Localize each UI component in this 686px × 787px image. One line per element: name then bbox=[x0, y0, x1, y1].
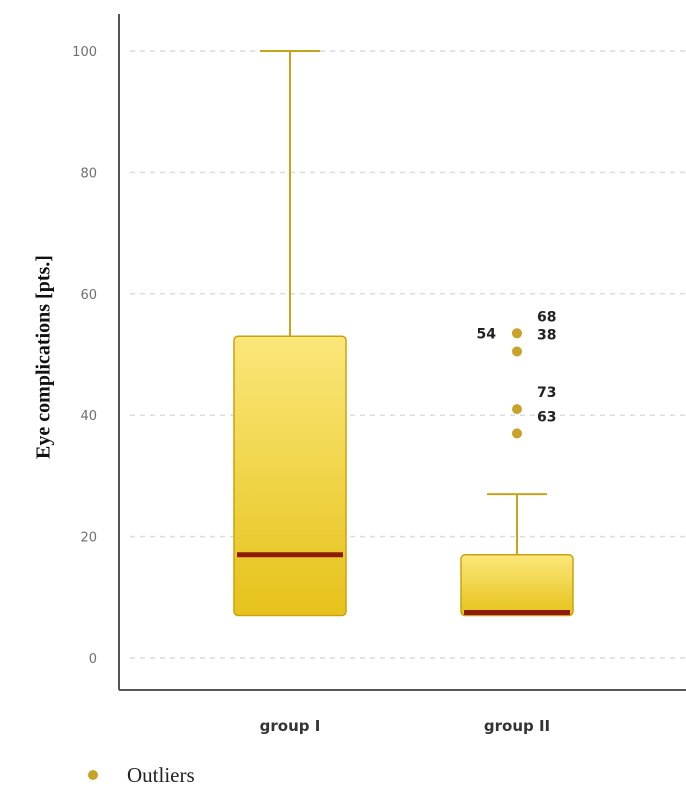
outlier-point-38 bbox=[512, 346, 522, 357]
outlier-label-63: 63 bbox=[537, 409, 556, 425]
legend: Outliers bbox=[88, 763, 195, 787]
outlier-label-54: 54 bbox=[477, 326, 497, 342]
outlier-point-54 bbox=[512, 328, 522, 339]
gridlines bbox=[130, 50, 686, 659]
y-tick-label-60: 60 bbox=[80, 288, 97, 303]
box-2-iqr bbox=[460, 554, 574, 617]
y-tick-label-100: 100 bbox=[72, 45, 97, 60]
y-tick-label-0: 0 bbox=[89, 652, 97, 667]
y-tick-labels: 0 20 40 60 80 100 bbox=[72, 45, 97, 667]
outlier-label-38: 38 bbox=[537, 327, 556, 343]
outlier-point-73 bbox=[512, 404, 522, 415]
axes bbox=[118, 14, 686, 691]
boxes bbox=[233, 50, 574, 617]
y-tick-label-40: 40 bbox=[80, 409, 97, 424]
y-tick-label-80: 80 bbox=[80, 166, 97, 181]
y-axis-label: Eye complications [pts.] bbox=[33, 255, 55, 459]
box-1-iqr bbox=[233, 335, 347, 617]
x-category-label-1: group I bbox=[260, 717, 321, 735]
x-category-labels: group I group II bbox=[260, 717, 550, 735]
outliers: 68 54 38 73 63 bbox=[477, 309, 556, 439]
outlier-label-73: 73 bbox=[537, 385, 556, 401]
legend-outlier-marker bbox=[88, 770, 98, 780]
x-category-label-2: group II bbox=[484, 717, 550, 735]
outlier-point-63 bbox=[512, 428, 522, 439]
y-tick-label-20: 20 bbox=[80, 531, 97, 546]
legend-label-outliers: Outliers bbox=[127, 763, 195, 787]
outlier-label-68: 68 bbox=[537, 309, 556, 325]
